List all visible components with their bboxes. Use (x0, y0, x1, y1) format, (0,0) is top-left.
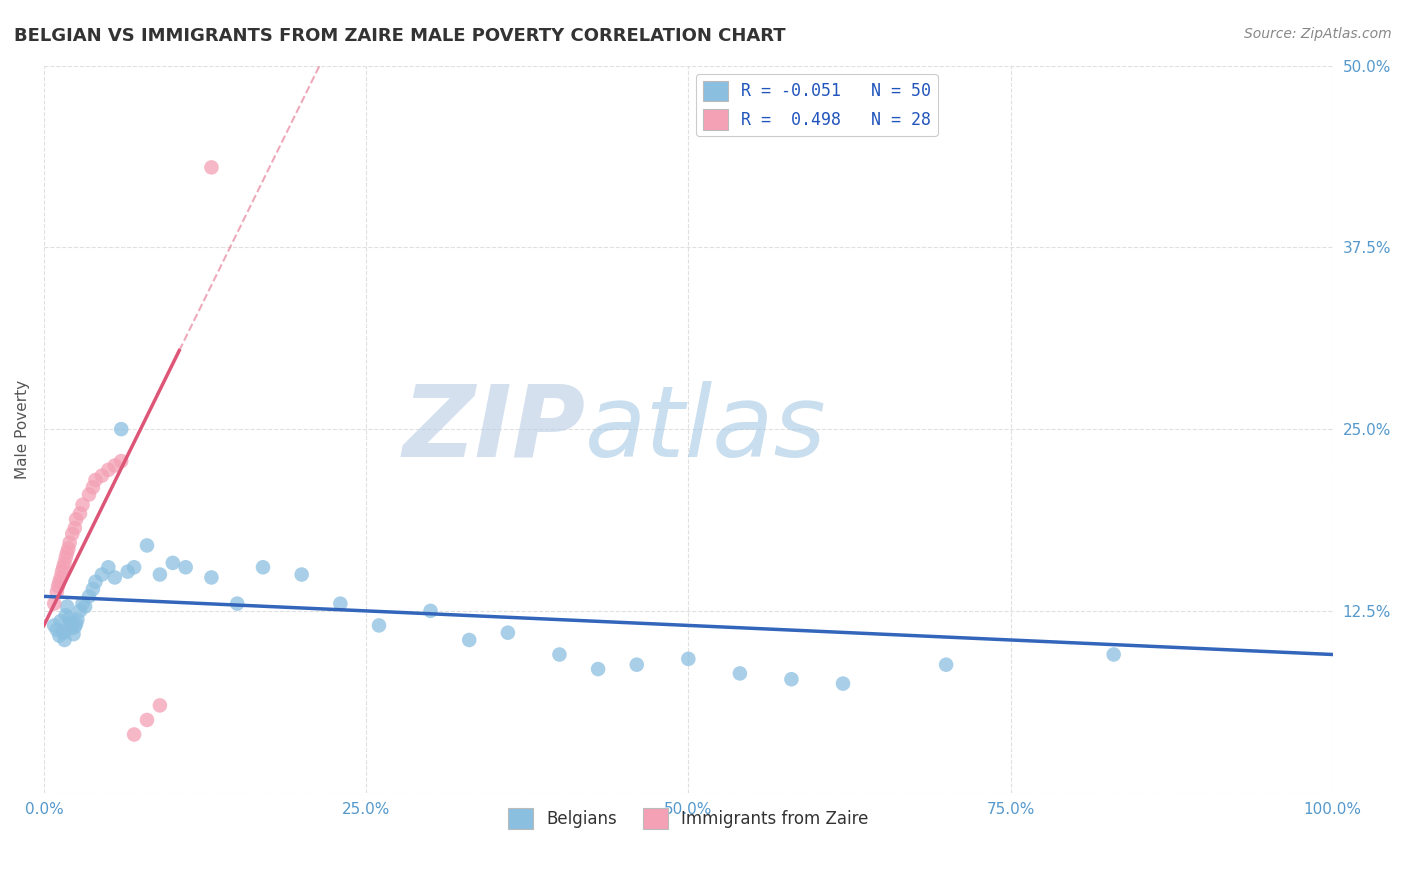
Point (65, 512, 87, 526)
Point (58, 618, 80, 632)
Point (44, 597, 66, 611)
Point (55, 550, 77, 565)
Point (45, 623, 67, 637)
Point (626, 657, 648, 672)
Point (586, 662, 609, 676)
Point (53, 632, 76, 647)
Point (104, 458, 127, 473)
Point (548, 648, 571, 662)
Point (458, 632, 481, 647)
Point (149, 567, 172, 582)
Point (77, 590, 100, 604)
Point (44, 618, 66, 632)
Text: Source: ZipAtlas.com: Source: ZipAtlas.com (1244, 27, 1392, 41)
Point (162, 556, 184, 570)
Point (72, 597, 94, 611)
Point (77, 487, 100, 501)
Point (82, 480, 104, 494)
Point (122, 727, 145, 741)
Point (63, 521, 86, 535)
Text: BELGIAN VS IMMIGRANTS FROM ZAIRE MALE POVERTY CORRELATION CHART: BELGIAN VS IMMIGRANTS FROM ZAIRE MALE PO… (14, 27, 786, 45)
Point (49, 614, 72, 628)
Point (84, 574, 107, 589)
Point (52, 560, 75, 574)
Y-axis label: Male Poverty: Male Poverty (15, 380, 30, 479)
Point (72, 498, 94, 512)
Point (122, 560, 145, 574)
Point (200, 161, 222, 175)
Point (780, 672, 803, 686)
Point (55, 608, 77, 623)
Point (49, 570, 72, 584)
Point (832, 676, 855, 690)
Point (59, 611, 82, 625)
Point (419, 604, 441, 618)
Point (52, 625, 75, 640)
Point (110, 454, 132, 468)
Point (48, 574, 70, 589)
Point (104, 570, 127, 584)
Point (60, 526, 83, 541)
Point (368, 618, 391, 632)
Point (66, 613, 89, 627)
Point (69, 604, 91, 618)
Text: ZIP: ZIP (402, 381, 585, 477)
Point (65, 617, 87, 632)
Point (84, 473, 107, 487)
Point (90, 468, 112, 483)
Point (252, 560, 274, 574)
Point (291, 567, 314, 582)
Point (62, 627, 84, 641)
Point (60, 615, 83, 630)
Point (200, 570, 222, 584)
Point (496, 625, 519, 640)
Text: atlas: atlas (585, 381, 827, 477)
Point (149, 698, 172, 713)
Point (63, 620, 86, 634)
Point (935, 657, 957, 672)
Point (56, 599, 79, 614)
Point (45, 585, 67, 599)
Point (51, 565, 73, 579)
Point (56, 546, 79, 560)
Point (97, 560, 120, 574)
Point (117, 565, 139, 579)
Legend: Belgians, Immigrants from Zaire: Belgians, Immigrants from Zaire (502, 802, 875, 835)
Point (90, 567, 112, 582)
Point (59, 535, 82, 549)
Point (329, 597, 352, 611)
Point (136, 538, 159, 552)
Point (678, 652, 700, 666)
Point (110, 422, 132, 436)
Point (1102, 648, 1125, 662)
Point (58, 541, 80, 556)
Point (226, 597, 249, 611)
Point (82, 582, 104, 596)
Point (728, 666, 751, 681)
Point (46, 579, 69, 593)
Point (174, 560, 197, 574)
Point (97, 463, 120, 477)
Point (69, 507, 91, 521)
Point (53, 556, 76, 570)
Point (75, 599, 97, 614)
Point (136, 713, 159, 727)
Point (59, 621, 82, 635)
Point (48, 629, 70, 643)
